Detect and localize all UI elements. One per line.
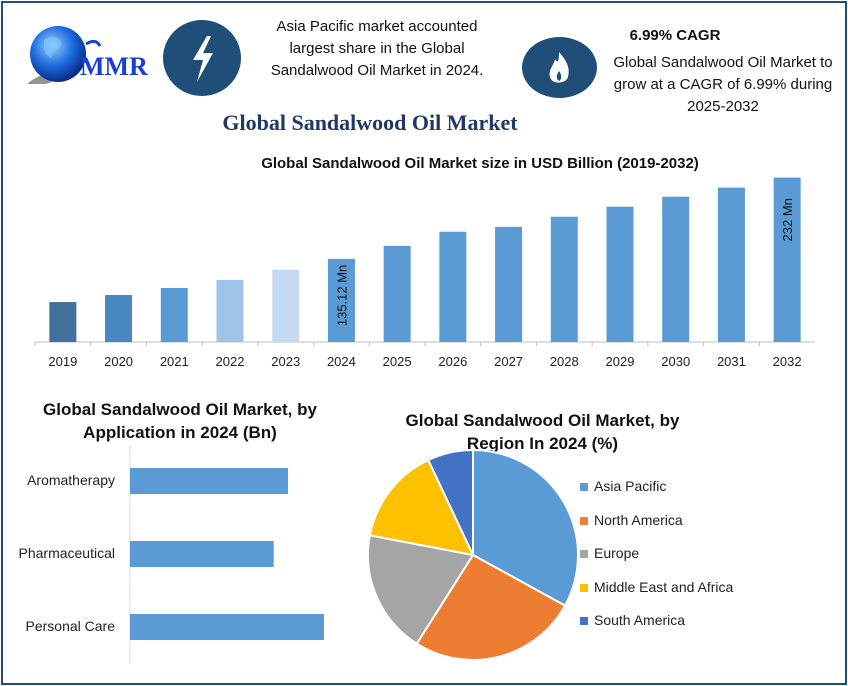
cagr-title: 6.99% CAGR bbox=[629, 27, 721, 44]
legend-item: Europe bbox=[580, 545, 639, 561]
legend-swatch bbox=[580, 583, 588, 592]
legend-label: North America bbox=[594, 511, 683, 528]
category-label: Pharmaceutical bbox=[18, 545, 116, 561]
x-tick-label: 2021 bbox=[160, 354, 189, 369]
x-tick-label: 2032 bbox=[773, 354, 802, 369]
market-size-bar-chart: 2019 2020 2021 2022 2023 2024 135.12 Mn 2025 202… bbox=[34, 177, 815, 369]
x-tick-label: 2019 bbox=[48, 354, 77, 369]
legend-label: Middle East and Africa bbox=[594, 578, 734, 595]
x-tick-label: 2026 bbox=[438, 354, 467, 369]
legend-swatch bbox=[580, 617, 588, 625]
x-tick-label: 2027 bbox=[494, 354, 523, 369]
x-tick-label: 2030 bbox=[661, 354, 690, 369]
bar-2026 bbox=[439, 231, 467, 342]
legend-item: North America bbox=[580, 512, 683, 528]
bar-2028 bbox=[550, 216, 578, 342]
x-tick-label: 2023 bbox=[271, 354, 300, 369]
legend-label: South America bbox=[594, 612, 686, 628]
legend-label: Asia Pacific bbox=[594, 478, 667, 494]
lightning-icon bbox=[193, 36, 213, 82]
bar-2027 bbox=[495, 226, 523, 342]
legend-swatch bbox=[580, 516, 588, 525]
bar-2022 bbox=[216, 279, 244, 342]
bar-2020 bbox=[105, 295, 133, 342]
x-tick-label: 2020 bbox=[104, 354, 133, 369]
flame-badge bbox=[522, 37, 597, 98]
application-bar-chart bbox=[129, 445, 324, 664]
bar-chart-title: Global Sandalwood Oil Market size in USD… bbox=[261, 155, 699, 172]
bar-2030 bbox=[662, 196, 690, 342]
bar-2025 bbox=[383, 245, 411, 342]
slice-middle-east-and-africa bbox=[368, 458, 475, 557]
page-title: Global Sandalwood Oil Market bbox=[222, 110, 518, 135]
application-chart-title: Global Sandalwood Oil Market, by Applica… bbox=[43, 400, 317, 442]
bar-2019 bbox=[49, 302, 77, 342]
flame-icon bbox=[549, 52, 569, 83]
bar-pharmaceutical bbox=[130, 541, 274, 567]
region-chart-title: Global Sandalwood Oil Market, by Region … bbox=[405, 411, 680, 453]
x-tick-label: 2029 bbox=[606, 354, 635, 369]
bar-aromatherapy bbox=[130, 468, 289, 494]
legend-item: Asia Pacific bbox=[580, 478, 666, 494]
category-label: Aromatherapy bbox=[27, 472, 115, 488]
globe-icon bbox=[27, 26, 102, 84]
x-tick-label: 2024 bbox=[327, 354, 356, 369]
logo: MMR bbox=[14, 22, 159, 84]
pie-legend: Asia Pacific North America Europe Middle Ea… bbox=[580, 478, 780, 638]
data-label-2024: 135.12 Mn bbox=[334, 265, 349, 326]
bar-2031 bbox=[717, 187, 745, 342]
x-tick-label: 2028 bbox=[550, 354, 579, 369]
x-tick-label: 2022 bbox=[216, 354, 245, 369]
slice-north-america bbox=[415, 553, 567, 661]
legend-swatch bbox=[580, 550, 588, 558]
logo-text: MMR bbox=[80, 52, 148, 81]
slice-europe bbox=[367, 534, 475, 646]
legend-item: Middle East and Africa bbox=[580, 579, 733, 595]
cagr-text: Global Sandalwood Oil Market to grow at … bbox=[613, 54, 833, 115]
bar-personal-care bbox=[130, 614, 324, 640]
region-pie-chart bbox=[367, 448, 579, 661]
highlight-text: Asia Pacific market accounted largest sh… bbox=[270, 18, 484, 79]
slice-asia-pacific bbox=[472, 448, 579, 607]
bar-2024 bbox=[327, 258, 355, 342]
legend-label: Europe bbox=[594, 545, 640, 561]
bar-2021 bbox=[160, 287, 188, 342]
legend-item: South America bbox=[580, 612, 685, 628]
bar-2029 bbox=[606, 206, 634, 342]
x-tick-label: 2031 bbox=[717, 354, 746, 369]
legend-swatch bbox=[580, 483, 588, 491]
bar-2023 bbox=[272, 269, 300, 342]
category-label: Personal Care bbox=[25, 618, 116, 634]
bar-2032 bbox=[773, 177, 801, 342]
x-tick-label: 2025 bbox=[383, 354, 412, 369]
data-label-2032: 232 Mn bbox=[780, 198, 795, 241]
slice-south-america bbox=[426, 448, 474, 556]
lightning-badge bbox=[163, 20, 241, 96]
